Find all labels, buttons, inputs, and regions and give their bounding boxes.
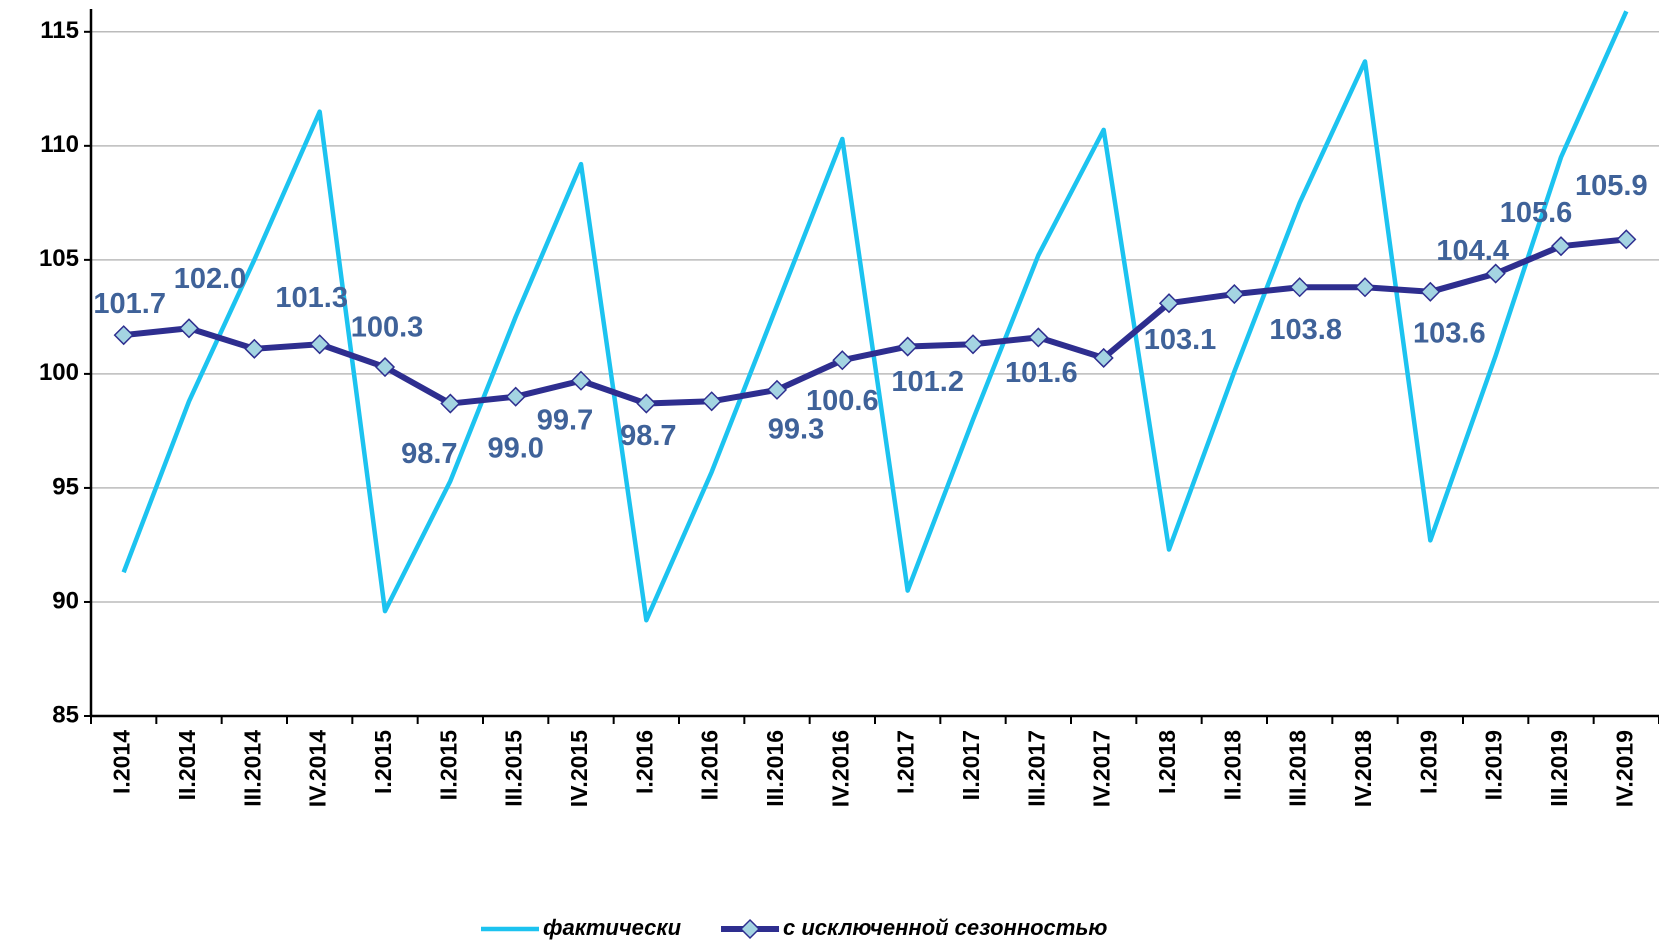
series-line <box>123 236 1627 407</box>
marker <box>113 325 134 346</box>
x-tick-label: I.2014 <box>109 730 135 794</box>
x-tick-label: II.2014 <box>174 730 200 801</box>
marker <box>1354 277 1376 298</box>
value-label: 103.6 <box>1413 317 1486 349</box>
marker <box>1550 236 1572 257</box>
y-tick-label: 105 <box>39 245 79 272</box>
x-tick-label: I.2017 <box>893 730 919 794</box>
marker <box>1616 229 1637 250</box>
marker <box>962 334 984 355</box>
y-tick-label: 110 <box>40 131 79 158</box>
value-label: 100.3 <box>351 312 424 344</box>
x-tick-label: II.2015 <box>435 730 461 801</box>
x-tick-label: IV.2019 <box>1611 730 1637 807</box>
x-tick-label: IV.2018 <box>1350 730 1376 807</box>
marker <box>570 370 592 391</box>
series-line <box>121 10 1629 623</box>
marker <box>1028 327 1049 348</box>
legend-marker <box>739 918 761 940</box>
value-label: 101.2 <box>891 366 964 398</box>
marker <box>832 350 853 371</box>
x-tick-label: II.2016 <box>697 730 723 800</box>
x-tick-label: I.2015 <box>370 730 396 794</box>
x-tick-label: III.2015 <box>501 730 527 807</box>
x-tick-label: I.2018 <box>1154 730 1180 794</box>
value-label: 104.4 <box>1436 235 1509 267</box>
marker <box>505 386 526 407</box>
value-label: 99.7 <box>537 404 593 436</box>
value-label: 101.6 <box>1005 357 1078 389</box>
y-tick-label: 85 <box>52 701 79 728</box>
x-tick-label: III.2016 <box>762 730 788 807</box>
marker <box>701 391 722 412</box>
value-label: 100.6 <box>806 385 879 417</box>
y-tick-label: 115 <box>40 17 79 44</box>
marker <box>1093 347 1114 368</box>
x-tick-label: III.2017 <box>1023 730 1049 807</box>
value-label: 103.1 <box>1144 324 1217 356</box>
marker <box>374 357 396 378</box>
x-tick-label: II.2018 <box>1219 730 1245 801</box>
x-tick-label: II.2019 <box>1481 730 1507 800</box>
value-label: 98.7 <box>620 420 676 452</box>
legend-label: с исключенной сезонностью <box>783 915 1107 940</box>
x-tick-label: IV.2016 <box>827 730 853 807</box>
marker <box>766 379 788 400</box>
x-tick-label: IV.2017 <box>1089 730 1115 807</box>
marker <box>244 338 265 359</box>
x-tick-label: III.2018 <box>1285 730 1311 807</box>
x-tick-label: III.2019 <box>1546 730 1572 807</box>
value-label: 101.3 <box>275 282 348 314</box>
value-label: 105.9 <box>1575 170 1648 202</box>
marker <box>440 393 461 414</box>
x-tick-label: I.2019 <box>1415 730 1441 794</box>
value-label: 103.8 <box>1269 314 1342 346</box>
value-label: 98.7 <box>401 438 457 470</box>
marker <box>1289 277 1310 298</box>
marker <box>1420 281 1441 302</box>
value-label: 99.3 <box>768 414 824 446</box>
x-tick-label: IV.2015 <box>566 730 592 807</box>
marker <box>897 336 918 357</box>
x-tick-label: IV.2014 <box>305 730 331 807</box>
marker <box>309 334 330 355</box>
x-tick-label: III.2014 <box>239 730 265 807</box>
y-tick-label: 95 <box>52 473 79 500</box>
marker <box>1485 263 1506 284</box>
legend-label: фактически <box>543 915 682 940</box>
marker <box>636 393 657 414</box>
x-tick-label: II.2017 <box>958 730 984 800</box>
y-tick-label: 90 <box>52 587 79 614</box>
y-tick-label: 100 <box>39 359 79 386</box>
value-label: 99.0 <box>487 432 543 464</box>
value-label: 101.7 <box>93 288 166 320</box>
value-label: 105.6 <box>1500 197 1573 229</box>
value-label: 102.0 <box>174 263 247 295</box>
marker <box>1158 293 1180 314</box>
x-tick-label: I.2016 <box>631 730 657 794</box>
marker <box>1224 284 1245 305</box>
marker <box>178 318 200 339</box>
